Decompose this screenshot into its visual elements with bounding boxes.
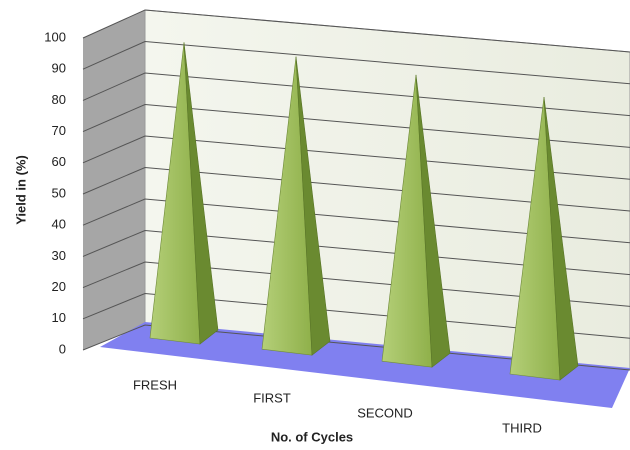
pyramid-side: [415, 74, 451, 368]
grid-line: [82, 229, 630, 276]
grid-line: [82, 72, 630, 117]
y-tick-label: 0: [59, 341, 66, 356]
grid-line: [82, 135, 630, 180]
y-tick-label: 30: [52, 248, 66, 263]
pyramid: [509, 96, 579, 381]
pyramid-side: [543, 96, 579, 381]
y-tick-label: 100: [44, 29, 66, 44]
grid-line: [82, 166, 630, 212]
y-tick-label: 80: [52, 92, 66, 107]
x-tick-label: SECOND: [357, 405, 413, 420]
x-tick-label: FRESH: [133, 377, 177, 392]
x-axis-title: No. of Cycles: [271, 429, 353, 444]
y-tick-label: 60: [52, 154, 66, 169]
pyramid-side: [295, 56, 331, 356]
x-tick-label: FIRST: [253, 390, 291, 405]
pyramid-side: [183, 42, 219, 345]
pyramid: [149, 42, 219, 345]
grid-line: [82, 292, 630, 339]
y-tick-label: 20: [52, 279, 66, 294]
y-axis-title: Yield in (%): [13, 155, 28, 225]
y-tick-label: 40: [52, 217, 66, 232]
side-wall: [83, 10, 145, 350]
floor: [100, 322, 630, 408]
grid-line: [82, 9, 630, 53]
pyramid: [381, 74, 451, 368]
y-tick-label: 10: [52, 310, 66, 325]
pyramid: [261, 56, 331, 356]
grid: [82, 9, 630, 371]
x-tick-label: THIRD: [502, 420, 542, 435]
grid-line: [82, 40, 630, 85]
grid-line: [82, 103, 630, 148]
y-tick-label: 90: [52, 61, 66, 76]
y-tick-label: 70: [52, 123, 66, 138]
grid-line: [82, 324, 630, 371]
grid-line: [82, 261, 630, 307]
grid-line: [82, 198, 630, 244]
y-tick-label: 50: [52, 185, 66, 200]
marks: [149, 42, 579, 381]
